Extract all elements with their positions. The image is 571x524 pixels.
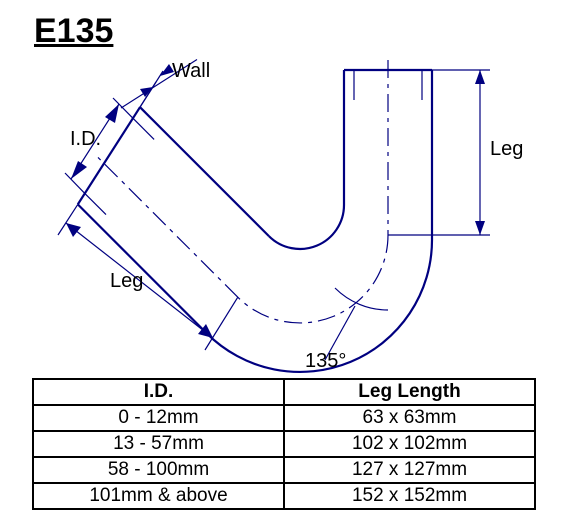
cell-leg: 127 x 127mm [284, 457, 535, 483]
cell-leg: 102 x 102mm [284, 431, 535, 457]
table-row: 13 - 57mm 102 x 102mm [33, 431, 535, 457]
label-leg-right: Leg [490, 138, 523, 161]
table-row: 101mm & above 152 x 152mm [33, 483, 535, 509]
table-row: 0 - 12mm 63 x 63mm [33, 405, 535, 431]
label-leg-left: Leg [110, 270, 143, 293]
dimension-table: I.D. Leg Length 0 - 12mm 63 x 63mm 13 - … [32, 378, 536, 510]
elbow-diagram [0, 40, 571, 380]
cell-leg: 152 x 152mm [284, 483, 535, 509]
cell-id: 58 - 100mm [33, 457, 284, 483]
table-row: 58 - 100mm 127 x 127mm [33, 457, 535, 483]
label-id: I.D. [70, 128, 101, 151]
cell-id: 101mm & above [33, 483, 284, 509]
table-header-row: I.D. Leg Length [33, 379, 535, 405]
label-wall: Wall [172, 60, 210, 83]
cell-id: 13 - 57mm [33, 431, 284, 457]
cell-id: 0 - 12mm [33, 405, 284, 431]
cell-leg: 63 x 63mm [284, 405, 535, 431]
col-header-leg: Leg Length [284, 379, 535, 405]
label-angle: 135° [305, 350, 346, 373]
col-header-id: I.D. [33, 379, 284, 405]
